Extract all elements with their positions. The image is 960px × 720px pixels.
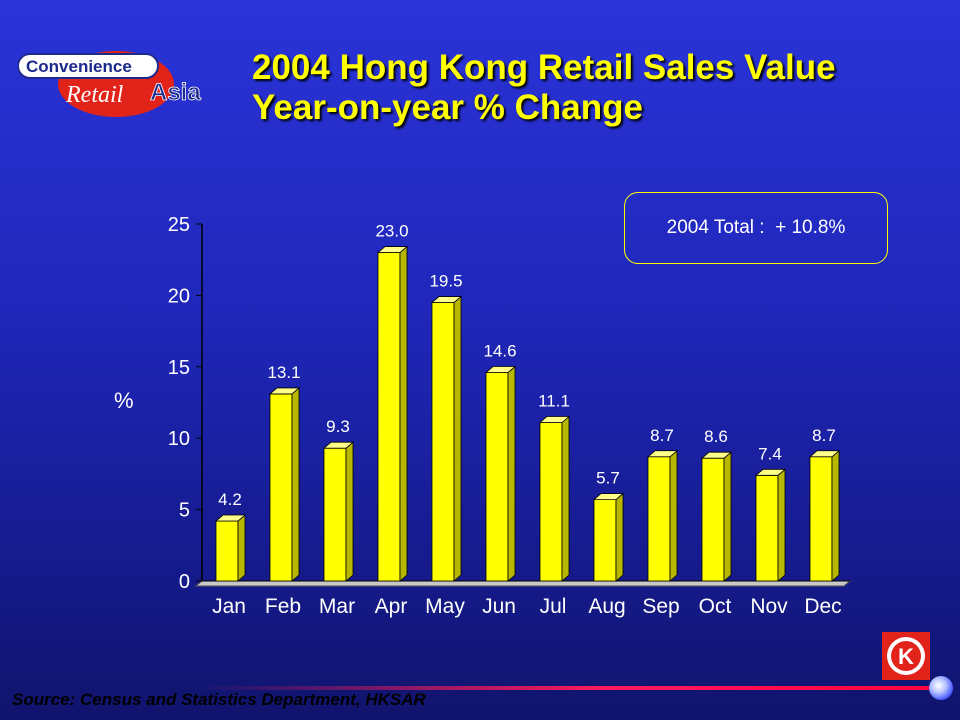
bar-side [561, 415, 570, 582]
x-tick-label: May [425, 595, 465, 618]
bar-side [777, 468, 786, 582]
bar-value-label: 7.4 [758, 444, 782, 463]
logo-word-convenience: Convenience [26, 57, 132, 76]
bar-value-label: 8.6 [704, 427, 728, 446]
x-tick-label: Nov [750, 595, 788, 618]
bar-top [214, 514, 247, 522]
x-tick-label: Feb [265, 595, 301, 618]
bar-front [539, 422, 563, 582]
bar-side [453, 295, 462, 582]
bar [754, 468, 787, 582]
bar-value-label: 5.7 [596, 469, 620, 488]
logo-word-retail: Retail [65, 82, 124, 108]
bar-front [809, 456, 833, 582]
logo-word-asia: Asia [150, 79, 201, 106]
x-tick-label: Dec [804, 595, 841, 618]
footer-orb [929, 676, 953, 700]
title-line-1: 2004 Hong Kong Retail Sales Value [252, 48, 836, 87]
bar-front [215, 520, 239, 582]
chart-labels: 0 5 10 15 20 25 4.2 Jan 13.1 Feb 9.3 Mar 23.0 Apr 19.5… [168, 214, 842, 618]
y-tick-label: 20 [168, 285, 190, 307]
bar-value-label: 23.0 [375, 222, 408, 241]
bar-top [646, 450, 679, 458]
chart-axes [194, 223, 852, 587]
bar [376, 245, 409, 582]
bar-top [268, 387, 301, 395]
bar-side [399, 245, 408, 582]
bar-value-label: 19.5 [429, 272, 462, 291]
bar-front [431, 302, 455, 582]
bar-side [831, 449, 840, 582]
bar-side [237, 514, 246, 582]
bar [592, 492, 625, 582]
x-tick-label: Apr [375, 595, 408, 618]
total-callout-text: 2004 Total : + 10.8% [666, 217, 846, 238]
bar-value-label: 9.3 [326, 417, 350, 436]
y-tick-label: 5 [179, 500, 190, 522]
x-tick-label: Oct [699, 595, 732, 618]
bar-front [269, 393, 293, 582]
bar [268, 387, 301, 582]
x-tick-label: Sep [642, 595, 679, 618]
x-tick-label: Mar [319, 595, 355, 618]
bar [430, 295, 463, 582]
bar-front [485, 372, 509, 582]
chart-floor [194, 580, 852, 587]
bar-side [723, 451, 732, 582]
x-tick-label: Jan [212, 595, 246, 618]
bar [484, 365, 517, 582]
bar [646, 449, 679, 582]
bar-front [755, 474, 779, 582]
footer-divider [195, 686, 940, 690]
bar-side [669, 449, 678, 582]
bar-top [430, 296, 463, 303]
bar-front [377, 252, 401, 582]
bar-top [322, 441, 355, 449]
bar-top [808, 450, 841, 458]
source-note: Source: Census and Statistics Department… [12, 690, 426, 709]
y-tick-label: 10 [168, 428, 190, 450]
bar-value-label: 4.2 [218, 490, 242, 509]
bar [214, 514, 247, 582]
x-tick-label: Jul [540, 595, 567, 618]
circle-k-letter: K [898, 644, 914, 669]
bar-side [507, 365, 516, 582]
bar-top [538, 416, 571, 423]
bar-side [345, 441, 354, 582]
bar-value-label: 8.7 [812, 426, 836, 445]
title-line-2: Year-on-year % Change [252, 88, 643, 127]
x-tick-label: Aug [588, 595, 625, 618]
bar-side [615, 492, 624, 582]
bar-value-label: 14.6 [483, 342, 516, 361]
bar-value-label: 11.1 [538, 391, 570, 410]
bar [700, 451, 733, 582]
bar [808, 449, 841, 582]
bar-side [291, 387, 300, 582]
x-tick-label: Jun [482, 595, 516, 618]
y-tick-label: 25 [168, 214, 190, 236]
bar [322, 441, 355, 582]
circle-k-icon: K [882, 632, 930, 680]
y-axis-label: % [114, 388, 134, 413]
chart-bars [214, 245, 841, 582]
y-tick-label: 0 [179, 571, 190, 593]
bar-value-label: 13.1 [267, 363, 300, 382]
y-tick-label: 15 [168, 357, 190, 379]
bar-top [376, 246, 409, 253]
bar-top [484, 366, 517, 373]
bar-top [754, 468, 787, 476]
bar-front [593, 499, 617, 582]
bar-front [323, 447, 347, 582]
bar-value-label: 8.7 [650, 426, 674, 445]
bar-top [700, 451, 733, 459]
total-callout-box: 2004 Total : + 10.8% [624, 192, 888, 264]
bar-front [647, 456, 671, 582]
slide-title: 2004 Hong Kong Retail Sales Value Year-o… [252, 48, 836, 128]
bar-top [592, 493, 625, 501]
convenience-retail-asia-logo: Convenience Retail Asia [18, 51, 202, 117]
bar [538, 415, 571, 582]
bar-front [701, 457, 725, 582]
